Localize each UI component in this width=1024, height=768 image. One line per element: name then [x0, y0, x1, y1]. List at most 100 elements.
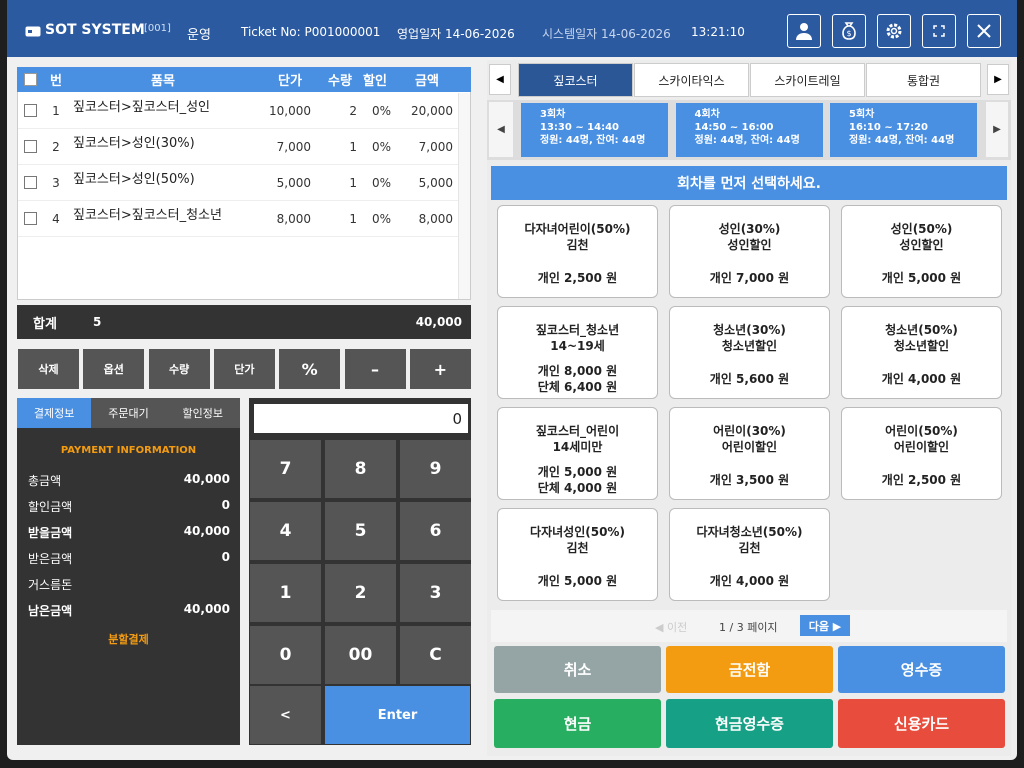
keypad-key[interactable]: 7	[250, 440, 321, 498]
cell: 2	[349, 104, 357, 118]
cash-button[interactable]: $	[832, 14, 866, 48]
product-price: 개인 2,500 원	[881, 473, 962, 487]
pagination-bar	[491, 610, 1007, 642]
session-prev[interactable]: ◀	[489, 102, 513, 157]
session-capacity: 정원: 44명, 잔여: 44명	[694, 135, 800, 146]
product-card[interactable]: 청소년(50%) 청소년할인 개인 4,000 원	[841, 306, 1002, 399]
payment-value: 40,000	[183, 472, 230, 486]
product-name: 어린이(50%)	[885, 424, 958, 438]
keypad-key[interactable]: <	[250, 686, 321, 744]
cell: 10,000	[269, 104, 311, 118]
checkbox[interactable]	[24, 140, 37, 153]
scrollbar	[458, 93, 470, 299]
product-tab[interactable]: 통합권	[866, 63, 981, 97]
edit-button[interactable]: 단가	[213, 349, 275, 389]
product-name: 14세미만	[552, 440, 603, 454]
product-card[interactable]: 다자녀어린이(50%) 김천 개인 2,500 원	[497, 205, 658, 298]
payment-label: 받을금액	[28, 526, 73, 540]
fullscreen-button[interactable]	[922, 14, 956, 48]
cell: 0%	[371, 140, 391, 154]
action-button[interactable]: 영수증	[838, 646, 1005, 693]
product-name: 김천	[566, 541, 589, 555]
payment-value: 40,000	[183, 602, 230, 616]
checkbox[interactable]	[24, 73, 37, 86]
keypad-key[interactable]: 6	[400, 502, 471, 560]
product-name: 성인할인	[727, 238, 772, 252]
cell: 8,000	[276, 212, 311, 226]
product-card[interactable]: 짚코스터_어린이 14세미만 개인 5,000 원 단체 4,000 원	[497, 407, 658, 500]
product-card[interactable]: 다자녀청소년(50%) 김천 개인 4,000 원	[669, 508, 830, 601]
product-card[interactable]: 성인(50%) 성인할인 개인 5,000 원	[841, 205, 1002, 298]
edit-button[interactable]: +	[409, 349, 471, 389]
page-prev[interactable]: ◀ 이전	[655, 621, 688, 634]
business-date: 영업일자 14-06-2026	[397, 27, 515, 41]
edit-button[interactable]: %	[279, 349, 341, 389]
session-next[interactable]: ▶	[986, 102, 1008, 157]
settings-button[interactable]	[877, 14, 911, 48]
payment-tab[interactable]: 결제정보	[17, 398, 92, 428]
cell: 7,000	[276, 140, 311, 154]
page-next[interactable]: 다음 ▶	[800, 615, 850, 636]
product-tab[interactable]: 짚코스터	[518, 63, 633, 97]
product-card[interactable]: 청소년(30%) 청소년할인 개인 5,600 원	[669, 306, 830, 399]
session-round: 5회차	[849, 109, 875, 120]
cell: 3	[52, 176, 60, 190]
keypad-key[interactable]: Enter	[325, 686, 470, 744]
checkbox[interactable]	[24, 176, 37, 189]
product-tab[interactable]: 스카이트레일	[750, 63, 865, 97]
edit-button[interactable]: 수량	[148, 349, 210, 389]
action-button[interactable]: 현금영수증	[666, 699, 833, 748]
checkbox[interactable]	[24, 104, 37, 117]
action-button[interactable]: 취소	[494, 646, 661, 693]
product-name: 김천	[738, 541, 761, 555]
product-card[interactable]: 성인(30%) 성인할인 개인 7,000 원	[669, 205, 830, 298]
product-card[interactable]: 어린이(30%) 어린이할인 개인 3,500 원	[669, 407, 830, 500]
split-payment[interactable]: 분할결제	[108, 633, 149, 646]
product-tab[interactable]: 스카이타익스	[634, 63, 749, 97]
product-name: 다자녀청소년(50%)	[696, 525, 803, 539]
product-name: 짚코스터_청소년	[535, 323, 620, 337]
action-button[interactable]: 현금	[494, 699, 661, 748]
product-name: 성인(50%)	[890, 222, 953, 236]
table-row	[18, 129, 458, 165]
svg-text:$: $	[846, 29, 851, 38]
tab-next[interactable]: ▶	[987, 64, 1009, 95]
payment-label: 남은금액	[28, 604, 73, 618]
ticket-no: Ticket No: P001000001	[241, 25, 381, 39]
product-name: 어린이(30%)	[713, 424, 786, 438]
session-card[interactable]: 5회차 16:10 ~ 17:20 정원: 44명, 잔여: 44명	[830, 103, 977, 157]
keypad-key[interactable]: 9	[400, 440, 471, 498]
checkbox[interactable]	[24, 212, 37, 225]
keypad-key[interactable]: 4	[250, 502, 321, 560]
keypad-key[interactable]: 00	[325, 626, 396, 684]
action-button[interactable]: 금전함	[666, 646, 833, 693]
session-card[interactable]: 4회차 14:50 ~ 16:00 정원: 44명, 잔여: 44명	[675, 103, 823, 157]
product-card[interactable]: 짚코스터_청소년 14~19세 개인 8,000 원 단체 6,400 원	[497, 306, 658, 399]
product-name: 어린이할인	[893, 440, 950, 454]
payment-label: 받은금액	[28, 552, 73, 566]
keypad-key[interactable]: 5	[325, 502, 396, 560]
keypad-key[interactable]: 3	[400, 564, 471, 622]
product-price: 개인 3,500 원	[709, 473, 790, 487]
edit-button[interactable]: 삭제	[18, 349, 79, 389]
edit-button[interactable]: 옵션	[83, 349, 145, 389]
payment-tab[interactable]: 주문대기	[91, 398, 166, 428]
keypad-key[interactable]: 0	[250, 626, 321, 684]
close-button[interactable]	[967, 14, 1001, 48]
keypad-key[interactable]: C	[400, 626, 471, 684]
cell: 0%	[371, 212, 391, 226]
keypad-key[interactable]: 8	[325, 440, 396, 498]
tab-prev[interactable]: ◀	[489, 64, 511, 95]
session-card[interactable]: 3회차 13:30 ~ 14:40 정원: 44명, 잔여: 44명	[521, 103, 668, 157]
payment-tab[interactable]: 할인정보	[165, 398, 240, 428]
product-name: 다자녀어린이(50%)	[524, 222, 631, 236]
keypad-key[interactable]: 2	[325, 564, 396, 622]
user-button[interactable]	[787, 14, 821, 48]
action-button[interactable]: 신용카드	[838, 699, 1005, 748]
keypad-key[interactable]: 1	[250, 564, 321, 622]
product-card[interactable]: 다자녀성인(50%) 김천 개인 5,000 원	[497, 508, 658, 601]
product-price: 개인 5,000 원	[537, 465, 618, 479]
total-qty: 5	[93, 315, 102, 329]
edit-button[interactable]: –	[344, 349, 406, 389]
